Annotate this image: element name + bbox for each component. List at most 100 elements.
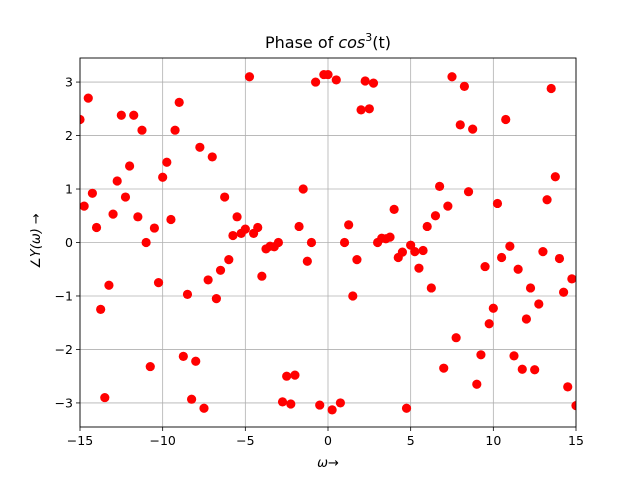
data-point	[83, 93, 93, 103]
data-point	[397, 247, 407, 257]
data-point	[257, 271, 267, 281]
data-point	[166, 214, 176, 225]
data-point	[530, 365, 540, 375]
data-point	[191, 356, 201, 366]
data-point	[125, 161, 135, 171]
data-points	[80, 69, 576, 415]
data-point	[567, 274, 576, 284]
data-point	[290, 370, 300, 380]
data-point	[435, 181, 445, 191]
data-point	[294, 221, 304, 232]
data-point	[112, 176, 122, 186]
data-point	[534, 299, 544, 309]
data-point	[199, 403, 209, 413]
y-tick-label: −1	[55, 288, 73, 303]
x-axis-label: ω→	[317, 456, 339, 471]
data-point	[364, 104, 374, 114]
x-tick-label: 0	[324, 433, 332, 448]
data-point	[455, 120, 465, 130]
x-tick-label: −10	[149, 433, 175, 448]
data-point	[389, 204, 399, 214]
title-math-arg: (t)	[372, 33, 391, 52]
data-point	[352, 255, 362, 265]
data-point	[550, 172, 560, 182]
data-point	[356, 105, 366, 115]
data-point	[410, 246, 420, 257]
data-point	[459, 81, 469, 91]
data-point	[203, 275, 213, 285]
data-point	[224, 255, 234, 265]
data-point	[497, 252, 507, 263]
data-point	[182, 289, 193, 299]
data-point	[480, 261, 490, 272]
data-point	[525, 283, 536, 293]
data-point	[360, 76, 370, 86]
data-point	[521, 314, 532, 324]
data-point	[501, 114, 511, 125]
data-point	[273, 237, 283, 248]
data-point	[311, 77, 321, 87]
data-point	[104, 280, 114, 290]
data-point	[563, 382, 573, 392]
x-tick-label: 5	[407, 433, 415, 448]
data-point	[228, 230, 238, 241]
data-point	[116, 110, 126, 120]
data-point	[91, 222, 102, 233]
data-point	[232, 212, 242, 222]
title-math-base: cos	[338, 33, 365, 52]
title-prefix: Phase of	[265, 33, 338, 52]
data-point	[492, 198, 503, 209]
data-point	[315, 400, 325, 410]
data-point	[277, 397, 288, 407]
data-point	[244, 72, 255, 82]
data-point	[426, 283, 436, 293]
data-point	[418, 245, 428, 256]
data-point	[468, 124, 478, 134]
data-point	[298, 184, 308, 194]
data-point	[323, 69, 333, 80]
data-point	[546, 83, 556, 94]
chart-title: Phase of cos3(t)	[265, 31, 391, 52]
data-point	[120, 192, 131, 202]
data-point	[100, 392, 110, 403]
data-point	[129, 110, 139, 120]
data-point	[220, 192, 230, 202]
data-point	[302, 256, 312, 266]
data-point	[344, 220, 354, 230]
data-point	[430, 211, 441, 221]
data-point	[137, 125, 147, 135]
data-point	[401, 403, 412, 413]
data-point	[158, 172, 168, 182]
data-point	[484, 319, 494, 329]
data-point	[513, 264, 523, 274]
data-point	[178, 351, 188, 362]
x-tick-label: 15	[568, 433, 584, 448]
data-point	[174, 97, 184, 107]
data-point	[80, 114, 85, 125]
data-point	[133, 212, 143, 222]
data-point	[517, 364, 527, 374]
data-point	[451, 333, 461, 343]
data-point	[286, 399, 296, 409]
data-point	[327, 405, 337, 415]
data-point	[385, 232, 395, 242]
data-point	[306, 237, 317, 248]
y-tick-label: 2	[65, 128, 73, 143]
data-point	[414, 263, 424, 273]
x-tick-label: −5	[236, 433, 254, 448]
y-tick-label: 1	[65, 182, 73, 197]
data-point	[348, 291, 358, 301]
data-point	[509, 351, 519, 361]
data-point	[443, 201, 453, 211]
data-point	[422, 221, 432, 232]
data-point	[472, 379, 482, 389]
data-point	[571, 401, 576, 411]
data-point	[108, 209, 118, 219]
data-point	[96, 304, 106, 314]
data-point	[80, 201, 89, 211]
y-tick-label: −2	[55, 342, 73, 357]
data-point	[538, 246, 548, 257]
data-point	[554, 253, 565, 264]
